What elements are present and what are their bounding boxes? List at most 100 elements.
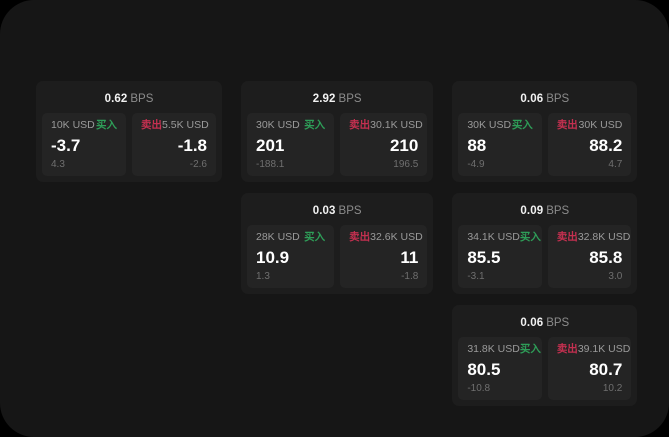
quote-side-buy[interactable]: 28K USD 买入 10.9 1.3 [247,225,335,288]
spread-card[interactable]: 0.06 BPS 30K USD 买入 88 -4.9 卖出 30K USD 88.2 4.7 [452,81,638,182]
buy-action-label[interactable]: 买入 [96,119,117,131]
quote-side-sell[interactable]: 卖出 5.5K USD -1.8 -2.6 [132,113,216,176]
quote-delta: 196.5 [393,159,419,170]
order-size-label: 5.5K USD [162,119,209,131]
quote-side-sell[interactable]: 卖出 32.6K USD 11 -1.8 [340,225,428,288]
spread-card[interactable]: 0.06 BPS 31.8K USD 买入 80.5 -10.8 卖出 39.1K USD 80… [452,305,638,406]
sell-action-label[interactable]: 卖出 [556,343,578,355]
quote-price: -3.7 [51,135,81,155]
sell-action-label[interactable]: 卖出 [349,231,371,243]
quote-price: 85.5 [467,247,501,267]
quote-delta: 4.3 [51,159,65,170]
bps-value: 0.03 [312,205,336,217]
column-3: 0.06 BPS 30K USD 买入 88 -4.9 卖出 30K USD 88.2 4.7 0.… [452,81,638,406]
quote-price: 80.5 [467,359,501,379]
spread-card-body: 30K USD 买入 201 -188.1 卖出 30.1K USD 210 196.5 [247,113,428,176]
bps-value: 2.92 [312,93,336,105]
bps-unit-label: BPS [338,205,362,217]
quote-side-sell[interactable]: 卖出 39.1K USD 80.7 10.2 [547,337,632,400]
quote-side-header: 30K USD 买入 [467,120,533,131]
quote-side-buy[interactable]: 30K USD 买入 201 -188.1 [247,113,335,176]
quote-delta: -1.8 [401,271,419,282]
order-size-label: 28K USD [256,231,300,243]
quote-side-sell[interactable]: 卖出 30.1K USD 210 196.5 [340,113,428,176]
sell-action-label[interactable]: 卖出 [556,119,578,131]
spread-card-header: 0.03 BPS [247,200,427,219]
bps-unit-label: BPS [546,317,570,329]
bps-value: 0.06 [520,93,544,105]
order-size-label: 32.8K USD [577,231,631,243]
quote-side-sell[interactable]: 卖出 32.8K USD 85.8 3.0 [547,225,632,288]
buy-action-label[interactable]: 买入 [519,231,541,243]
bps-value: 0.09 [520,205,544,217]
bps-unit-label: BPS [546,205,570,217]
buy-action-label[interactable]: 买入 [511,119,533,131]
spread-card-body: 10K USD 买入 -3.7 4.3 卖出 5.5K USD -1.8 -2.6 [42,113,216,176]
quote-side-header: 卖出 32.6K USD [349,231,423,243]
quote-side-buy[interactable]: 30K USD 买入 88 -4.9 [458,113,542,176]
quote-side-header: 10K USD 买入 [51,120,117,131]
spread-card[interactable]: 2.92 BPS 30K USD 买入 201 -188.1 卖出 30.1K USD 210 1… [241,81,434,182]
bps-unit-label: BPS [130,93,154,105]
order-size-label: 30K USD [256,119,300,131]
quote-side-header: 卖出 39.1K USD [556,343,631,355]
quote-delta: -4.9 [467,159,485,170]
spread-card-body: 31.8K USD 买入 80.5 -10.8 卖出 39.1K USD 80.7 10.2 [458,337,632,400]
bps-unit-label: BPS [338,93,362,105]
quote-price: 80.7 [589,359,623,379]
quote-price: 11 [400,247,419,267]
quote-delta: -3.1 [467,271,485,282]
spread-card-body: 28K USD 买入 10.9 1.3 卖出 32.6K USD 11 -1.8 [247,225,428,288]
order-size-label: 34.1K USD [467,231,520,243]
sell-action-label[interactable]: 卖出 [141,119,162,131]
quote-price: 201 [256,135,285,155]
order-size-label: 31.8K USD [467,343,520,355]
spread-card-body: 34.1K USD 买入 85.5 -3.1 卖出 32.8K USD 85.8 3.0 [458,225,632,288]
spread-card[interactable]: 0.09 BPS 34.1K USD 买入 85.5 -3.1 卖出 32.8K USD 85.… [452,193,638,294]
quote-delta: -10.8 [467,383,491,394]
order-size-label: 30.1K USD [370,119,423,131]
quote-side-header: 28K USD 买入 [256,232,325,243]
quote-price: 88 [467,135,487,155]
quote-side-header: 卖出 30.1K USD [349,119,423,131]
buy-action-label[interactable]: 买入 [304,119,326,131]
quote-side-header: 30K USD 买入 [256,120,325,131]
sell-action-label[interactable]: 卖出 [349,119,371,131]
order-size-label: 30K USD [578,119,623,131]
spread-card[interactable]: 0.03 BPS 28K USD 买入 10.9 1.3 卖出 32.6K USD 11 -1.8 [241,193,434,294]
spread-card-header: 0.06 BPS [458,312,631,331]
order-size-label: 39.1K USD [577,343,631,355]
quote-price: 85.8 [589,247,623,267]
order-size-label: 30K USD [467,119,512,131]
quote-side-sell[interactable]: 卖出 30K USD 88.2 4.7 [547,113,632,176]
quote-side-buy[interactable]: 34.1K USD 买入 85.5 -3.1 [458,225,542,288]
quote-side-header: 卖出 30K USD [557,120,623,131]
bps-unit-label: BPS [546,93,570,105]
buy-action-label[interactable]: 买入 [304,231,326,243]
spread-card-header: 0.06 BPS [458,88,631,107]
quote-price: 210 [389,135,419,155]
bps-value: 0.62 [104,93,128,105]
quote-delta: 1.3 [256,271,270,282]
order-size-label: 32.6K USD [370,231,423,243]
bps-value: 0.06 [520,317,544,329]
quote-side-buy[interactable]: 31.8K USD 买入 80.5 -10.8 [458,337,542,400]
quote-price: 10.9 [256,247,290,267]
quote-delta: 10.2 [602,383,623,394]
quote-side-header: 卖出 5.5K USD [141,119,209,131]
buy-action-label[interactable]: 买入 [519,343,541,355]
quote-side-header: 34.1K USD 买入 [467,231,541,243]
spread-card[interactable]: 0.62 BPS 10K USD 买入 -3.7 4.3 卖出 5.5K USD -1.8 -2.… [36,81,222,182]
spread-card-header: 0.09 BPS [458,200,631,219]
spread-card-header: 0.62 BPS [42,88,216,107]
quote-board: 0.62 BPS 10K USD 买入 -3.7 4.3 卖出 5.5K USD -1.8 -2.… [36,81,638,406]
spread-card-header: 2.92 BPS [247,88,427,107]
quote-price: 88.2 [589,135,623,155]
sell-action-label[interactable]: 卖出 [556,231,578,243]
spread-card-body: 30K USD 买入 88 -4.9 卖出 30K USD 88.2 4.7 [458,113,632,176]
column-1: 0.62 BPS 10K USD 买入 -3.7 4.3 卖出 5.5K USD -1.8 -2.… [36,81,222,182]
quote-delta: -188.1 [256,159,285,170]
quote-delta: -2.6 [189,159,207,170]
quote-side-buy[interactable]: 10K USD 买入 -3.7 4.3 [42,113,126,176]
